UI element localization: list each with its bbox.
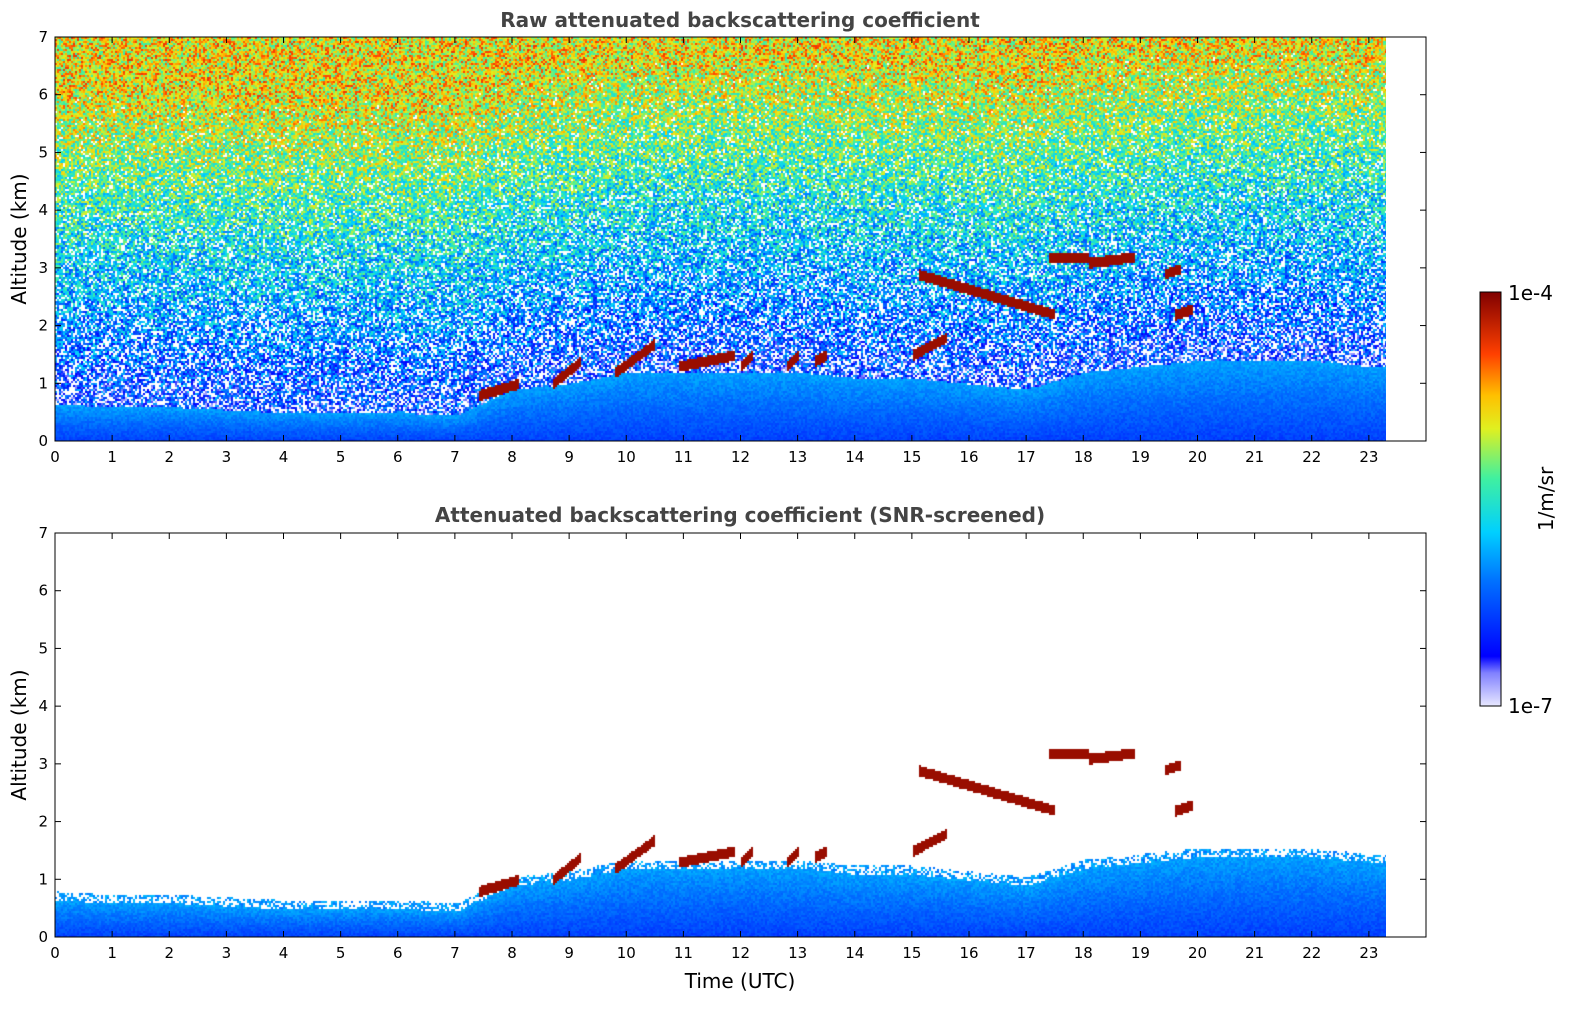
x-tick-label: 7 (450, 448, 460, 466)
x-tick-label: 23 (1359, 944, 1378, 962)
axes-raw: 0 1 2 3 4 5 6 7 8 9 10 11 12 13 14 15 16 17 18 19 20 21 22 2301… (38, 28, 1426, 466)
panel-screened: Attenuated backscattering coefficient (S… (7, 503, 1427, 993)
x-tick-label: 9 (564, 944, 574, 962)
x-tick-label: 5 (336, 448, 346, 466)
x-tick-label: 21 (1245, 944, 1264, 962)
y-tick-label: 7 (38, 28, 48, 46)
x-tick-label: 0 (50, 944, 60, 962)
x-tick-label: 4 (279, 448, 289, 466)
y-tick-label: 1 (38, 374, 48, 392)
x-tick-label: 19 (1131, 448, 1150, 466)
x-tick-label: 23 (1359, 448, 1378, 466)
y-tick-label: 6 (38, 582, 48, 600)
x-tick-label: 3 (222, 944, 232, 962)
y-tick-label: 5 (38, 639, 48, 657)
y-tick-label: 3 (38, 259, 48, 277)
y-tick-label: 4 (38, 201, 48, 219)
x-tick-label: 13 (788, 944, 807, 962)
x-axis-label: Time (UTC) (684, 969, 796, 993)
colorbar-max-label: 1e-4 (1508, 281, 1553, 305)
x-tick-label: 18 (1074, 944, 1093, 962)
y-tick-label: 0 (38, 432, 48, 450)
chart-title-raw: Raw attenuated backscattering coefficien… (500, 8, 980, 32)
x-tick-label: 0 (50, 448, 60, 466)
x-tick-label: 13 (788, 448, 807, 466)
y-tick-label: 2 (38, 317, 48, 335)
x-tick-label: 14 (845, 448, 864, 466)
y-tick-label: 1 (38, 870, 48, 888)
x-tick-label: 2 (164, 448, 174, 466)
x-tick-label: 17 (1017, 944, 1036, 962)
y-axis-label-screened: Altitude (km) (7, 669, 31, 800)
x-tick-label: 12 (731, 448, 750, 466)
x-tick-label: 12 (731, 944, 750, 962)
x-tick-label: 11 (674, 448, 693, 466)
y-tick-label: 7 (38, 524, 48, 542)
x-tick-label: 10 (617, 448, 636, 466)
x-tick-label: 3 (222, 448, 232, 466)
y-tick-label: 6 (38, 86, 48, 104)
x-tick-label: 9 (564, 448, 574, 466)
y-tick-label: 0 (38, 928, 48, 946)
x-tick-label: 16 (959, 448, 978, 466)
y-tick-label: 3 (38, 755, 48, 773)
colorbar-gradient (1479, 291, 1502, 707)
x-tick-label: 7 (450, 944, 460, 962)
x-tick-label: 18 (1074, 448, 1093, 466)
x-tick-label: 20 (1188, 448, 1207, 466)
x-tick-label: 8 (507, 448, 517, 466)
x-tick-label: 5 (336, 944, 346, 962)
y-tick-label: 2 (38, 813, 48, 831)
heatmap-screened (55, 533, 1386, 937)
x-tick-label: 15 (902, 448, 921, 466)
x-tick-label: 22 (1302, 944, 1321, 962)
x-tick-label: 20 (1188, 944, 1207, 962)
colorbar-unit-label: 1/m/sr (1534, 466, 1558, 531)
x-tick-label: 14 (845, 944, 864, 962)
x-tick-label: 19 (1131, 944, 1150, 962)
colorbar: 1e-4 1e-7 1/m/sr (1479, 281, 1558, 718)
x-tick-label: 22 (1302, 448, 1321, 466)
x-tick-label: 15 (902, 944, 921, 962)
y-tick-label: 5 (38, 143, 48, 161)
panel-raw: Raw attenuated backscattering coefficien… (7, 8, 1427, 466)
x-tick-label: 8 (507, 944, 517, 962)
x-tick-label: 16 (959, 944, 978, 962)
x-tick-label: 6 (393, 448, 403, 466)
axes-screened: 0 1 2 3 4 5 6 7 8 9 10 11 12 13 14 15 16 17 18 19 20 21 22 2301… (38, 524, 1426, 962)
x-tick-label: 17 (1017, 448, 1036, 466)
x-tick-label: 10 (617, 944, 636, 962)
y-tick-label: 4 (38, 697, 48, 715)
x-tick-label: 2 (164, 944, 174, 962)
x-tick-label: 11 (674, 944, 693, 962)
x-tick-label: 4 (279, 944, 289, 962)
heatmap-raw (55, 37, 1386, 441)
x-tick-label: 1 (107, 944, 117, 962)
x-tick-label: 21 (1245, 448, 1264, 466)
colorbar-min-label: 1e-7 (1508, 694, 1553, 718)
x-tick-label: 6 (393, 944, 403, 962)
chart-title-screened: Attenuated backscattering coefficient (S… (435, 503, 1045, 527)
y-axis-label-raw: Altitude (km) (7, 173, 31, 304)
x-tick-label: 1 (107, 448, 117, 466)
